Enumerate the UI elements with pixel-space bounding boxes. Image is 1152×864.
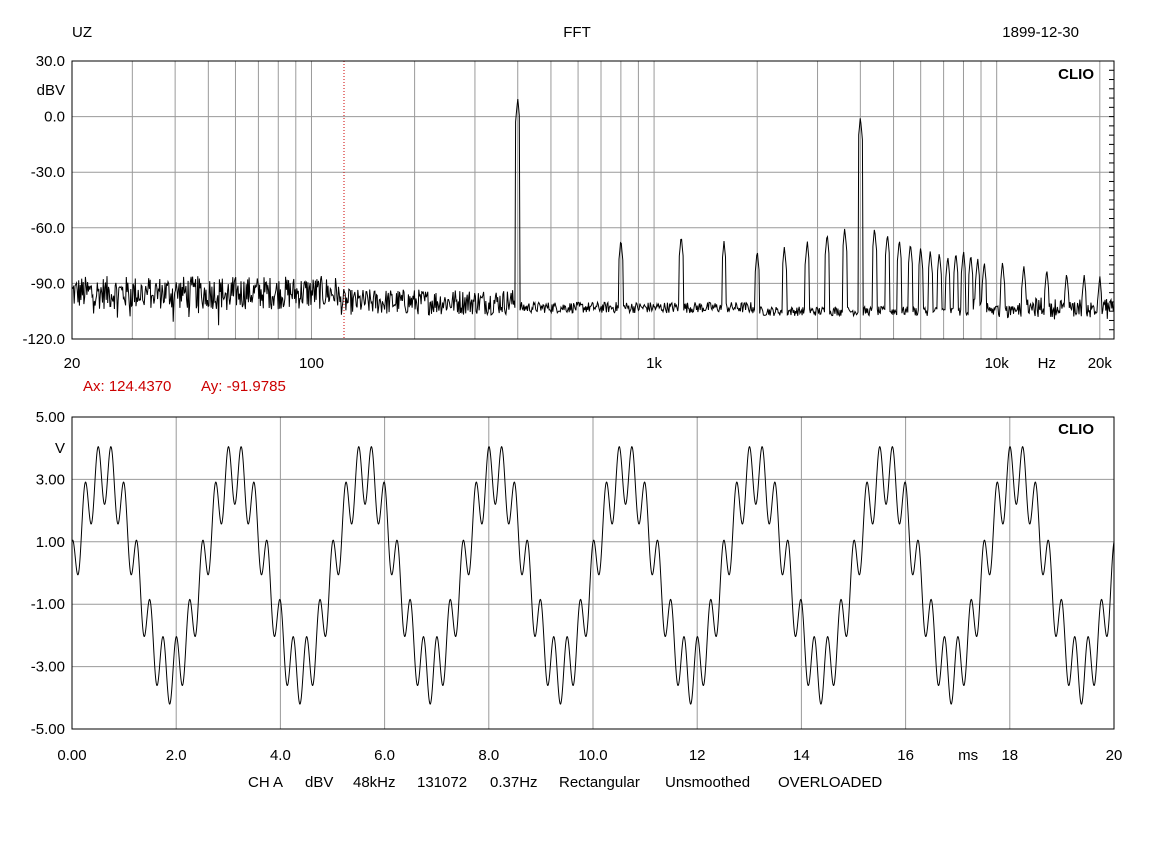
time-x-tick-labels: 0.00 2.0 4.0 6.0 8.0 10.0 12 14 16 ms 18 20 — [57, 747, 1122, 764]
fft-y-tick-label: -90.0 — [31, 275, 65, 292]
fft-x-tick-label: Hz — [1038, 355, 1056, 372]
fft-spectrum-chart: CLIO dBV 30.0 0.0 -30.0 -60.0 -90.0 -120.0 20… — [22, 53, 1115, 372]
settings-footer: CH A dBV 48kHz 131072 0.37Hz Rectangular… — [248, 774, 882, 791]
time-grid — [72, 417, 1114, 729]
fft-y-tick-label: -60.0 — [31, 220, 65, 237]
fft-y-tick-label: 0.0 — [44, 109, 65, 126]
time-x-tick-label: 18 — [1001, 747, 1018, 764]
footer-unit: dBV — [305, 774, 333, 791]
time-x-tick-label: ms — [958, 747, 978, 764]
footer-rate: 48kHz — [353, 774, 396, 791]
time-x-tick-label: 12 — [689, 747, 706, 764]
fft-y-tick-labels: 30.0 0.0 -30.0 -60.0 -90.0 -120.0 — [22, 53, 65, 348]
time-x-tick-label: 8.0 — [478, 747, 499, 764]
fft-y-tick-label: -120.0 — [22, 331, 65, 348]
fft-grid — [72, 60, 1114, 340]
fft-y-unit: dBV — [37, 82, 65, 99]
time-waveform-chart: CLIO V 5.00 3.00 1.00 -1.00 -3.00 -5.00 0.00 2… — [31, 409, 1123, 764]
time-trace — [71, 446, 1115, 705]
time-x-tick-label: 10.0 — [578, 747, 607, 764]
time-y-tick-label: -5.00 — [31, 721, 65, 738]
time-y-tick-labels: 5.00 3.00 1.00 -1.00 -3.00 -5.00 — [31, 409, 65, 738]
time-clio-watermark: CLIO — [1058, 421, 1094, 438]
cursor-ax-readout: Ax: 124.4370 — [83, 378, 171, 395]
fft-clio-watermark: CLIO — [1058, 66, 1094, 83]
footer-channel: CH A — [248, 774, 283, 791]
fft-x-tick-label: 10k — [985, 355, 1010, 372]
time-y-tick-label: -1.00 — [31, 596, 65, 613]
time-x-tick-label: 16 — [897, 747, 914, 764]
footer-window: Rectangular — [559, 774, 640, 791]
footer-status: OVERLOADED — [778, 774, 882, 791]
fft-x-tick-labels: 20 100 1k 10k Hz 20k — [64, 355, 1113, 372]
time-y-unit: V — [55, 440, 65, 457]
time-plot-frame — [71, 416, 1115, 730]
fft-x-tick-label: 100 — [299, 355, 324, 372]
fft-y-tick-label: -30.0 — [31, 164, 65, 181]
fft-x-tick-label: 20k — [1088, 355, 1113, 372]
header-left-label: UZ — [72, 24, 92, 41]
header-date: 1899-12-30 — [1002, 24, 1079, 41]
time-y-tick-label: 1.00 — [36, 534, 65, 551]
time-y-tick-label: -3.00 — [31, 659, 65, 676]
fft-plot-frame — [71, 60, 1115, 340]
cursor-ay-readout: Ay: -91.9785 — [201, 378, 286, 395]
fft-trace — [71, 98, 1115, 326]
footer-smoothing: Unsmoothed — [665, 774, 750, 791]
footer-resolution: 0.37Hz — [490, 774, 538, 791]
time-y-tick-label: 5.00 — [36, 409, 65, 426]
time-x-tick-label: 2.0 — [166, 747, 187, 764]
time-x-tick-label: 4.0 — [270, 747, 291, 764]
fft-x-tick-label: 1k — [646, 355, 662, 372]
time-x-tick-label: 20 — [1106, 747, 1123, 764]
time-y-tick-label: 3.00 — [36, 471, 65, 488]
fft-x-tick-label: 20 — [64, 355, 81, 372]
time-x-tick-label: 0.00 — [57, 747, 86, 764]
time-x-tick-label: 14 — [793, 747, 810, 764]
header-title: FFT — [563, 24, 591, 41]
fft-y-tick-label: 30.0 — [36, 53, 65, 70]
time-x-tick-label: 6.0 — [374, 747, 395, 764]
footer-points: 131072 — [417, 774, 467, 791]
